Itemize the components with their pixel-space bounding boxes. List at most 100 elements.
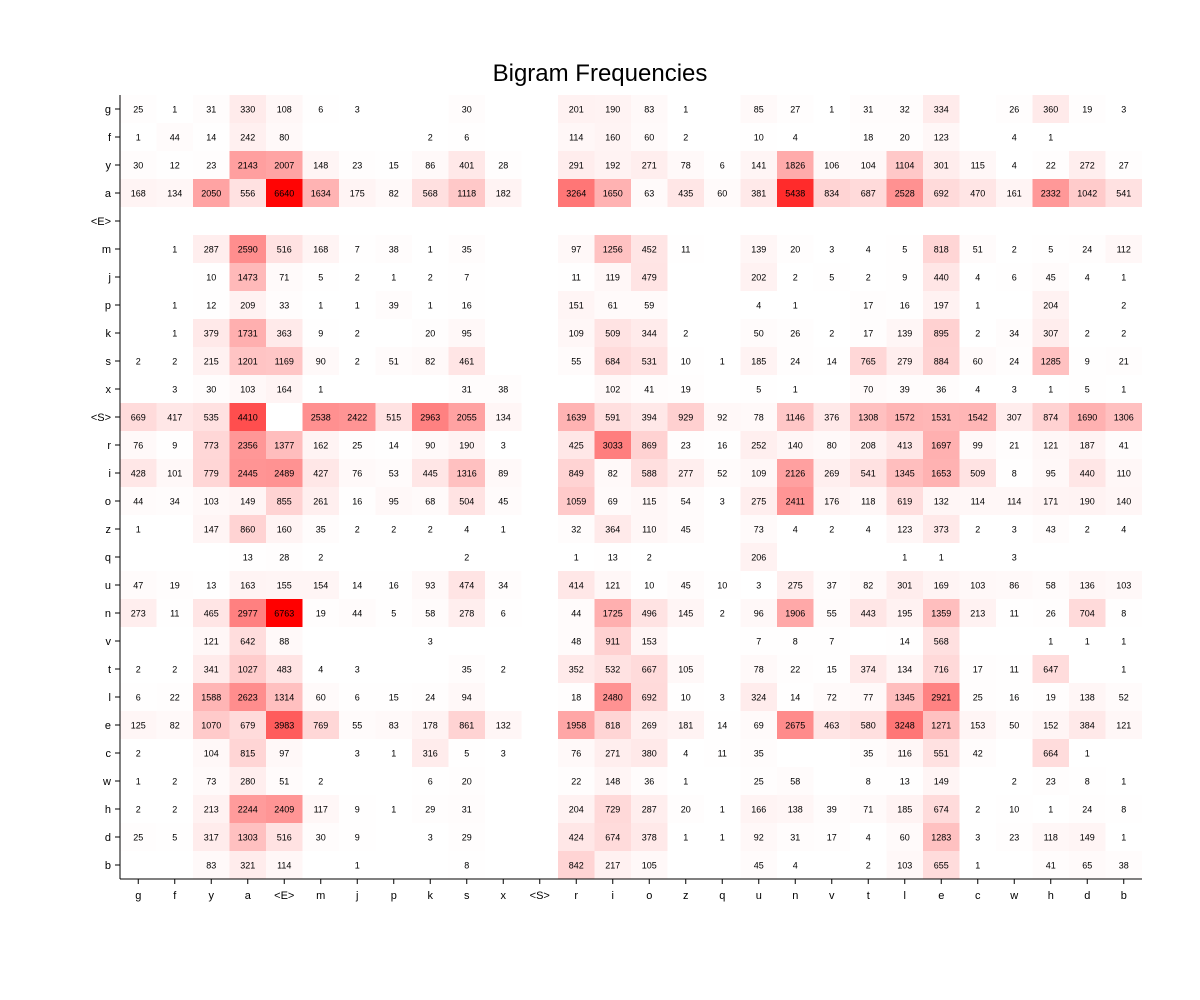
heatmap-cell (412, 711, 449, 739)
cell-value-label: 136 (1080, 581, 1095, 591)
heatmap-cell (1105, 795, 1142, 823)
heatmap-cell (813, 319, 850, 347)
chart-title: Bigram Frequencies (492, 60, 708, 87)
cell-value-label: 35 (462, 665, 472, 675)
heatmap-cell (850, 235, 887, 263)
heatmap-cell (996, 263, 1033, 291)
heatmap-cell (448, 487, 485, 515)
cell-value-label: 1118 (457, 189, 476, 199)
cell-value-label: 445 (423, 469, 438, 479)
cell-value-label: 44 (133, 497, 143, 507)
y-tick-label: u (105, 580, 111, 592)
heatmap-cell (485, 431, 522, 459)
cell-value-label: 206 (751, 553, 766, 563)
cell-value-label: 360 (1043, 105, 1058, 115)
cell-value-label: 31 (790, 833, 800, 843)
heatmap-cell (558, 291, 595, 319)
cell-value-label: 2409 (274, 805, 294, 815)
heatmap-cell (704, 487, 741, 515)
cell-value-label: 1 (391, 749, 396, 759)
heatmap-cell (412, 795, 449, 823)
heatmap-cell (1069, 319, 1106, 347)
cell-value-label: 2422 (347, 413, 367, 423)
heatmap-cell (740, 375, 777, 403)
heatmap-cell (120, 571, 157, 599)
cell-value-label: 4 (1012, 161, 1017, 171)
heatmap-cell (813, 235, 850, 263)
heatmap-cell (813, 571, 850, 599)
cell-value-label: 140 (1116, 497, 1131, 507)
cell-value-label: 9 (172, 441, 177, 451)
cell-value-label: 18 (863, 133, 873, 143)
cell-value-label: 7 (464, 273, 469, 283)
cell-value-label: 515 (386, 413, 401, 423)
heatmap-cell (959, 459, 996, 487)
cell-value-label: 1 (793, 301, 798, 311)
cell-value-label: 14 (790, 693, 800, 703)
cell-value-label: 55 (352, 721, 362, 731)
heatmap-cell (375, 459, 412, 487)
heatmap-cell (923, 795, 960, 823)
cell-value-label: 3 (1012, 525, 1017, 535)
cell-value-label: 47 (133, 581, 143, 591)
heatmap-cell (631, 767, 668, 795)
heatmap-cell (886, 795, 923, 823)
cell-value-label: 461 (459, 357, 474, 367)
cell-value-label: 70 (863, 385, 873, 395)
cell-value-label: 2 (866, 273, 871, 283)
heatmap-cell (229, 655, 266, 683)
cell-value-label: 13 (206, 581, 216, 591)
heatmap-cell (740, 515, 777, 543)
heatmap-cell (1105, 319, 1142, 347)
heatmap-cell (923, 95, 960, 123)
cell-value-label: 2 (136, 357, 141, 367)
heatmap-cell (375, 739, 412, 767)
cell-value-label: 271 (605, 749, 620, 759)
heatmap-cell (120, 599, 157, 627)
heatmap-cell (1032, 599, 1069, 627)
heatmap-cell (339, 795, 376, 823)
cell-value-label: 15 (389, 693, 399, 703)
y-tick-label: b (105, 860, 111, 872)
heatmap-cell (448, 319, 485, 347)
heatmap-cell (850, 515, 887, 543)
cell-value-label: 376 (824, 413, 839, 423)
y-tick-label: n (105, 608, 111, 620)
cell-value-label: 10 (206, 273, 216, 283)
heatmap-cell (266, 319, 303, 347)
cell-value-label: 1 (574, 553, 579, 563)
cell-value-label: 1283 (931, 833, 951, 843)
cell-value-label: 869 (642, 441, 657, 451)
cell-value-label: 2 (355, 357, 360, 367)
cell-value-label: 105 (678, 665, 693, 675)
cell-value-label: 11 (572, 273, 581, 283)
cell-value-label: 20 (790, 245, 800, 255)
x-tick-label: k (428, 890, 434, 902)
cell-value-label: 2 (829, 329, 834, 339)
cell-value-label: 24 (425, 693, 435, 703)
heatmap-cell (193, 599, 230, 627)
x-tick-label: z (683, 890, 689, 902)
heatmap-cell (667, 347, 704, 375)
cell-value-label: 373 (934, 525, 949, 535)
cell-value-label: 479 (642, 273, 657, 283)
cell-value-label: 4 (793, 861, 798, 871)
cell-value-label: 895 (934, 329, 949, 339)
heatmap-cell (631, 543, 668, 571)
cell-value-label: 85 (754, 105, 764, 115)
x-tick-label: q (719, 890, 725, 902)
cell-value-label: 2538 (311, 413, 331, 423)
cell-value-label: 275 (751, 497, 766, 507)
heatmap-cell (959, 655, 996, 683)
cell-value-label: 642 (240, 637, 255, 647)
cell-value-label: 440 (1080, 469, 1095, 479)
cell-value-label: 1 (1085, 637, 1090, 647)
heatmap-cell (886, 851, 923, 879)
heatmap-cell (813, 95, 850, 123)
cell-value-label: 1059 (566, 497, 586, 507)
cell-value-label: 215 (204, 357, 219, 367)
heatmap-cell (850, 599, 887, 627)
cell-value-label: 10 (644, 581, 654, 591)
heatmap-cell (156, 403, 193, 431)
heatmap-cell (412, 403, 449, 431)
